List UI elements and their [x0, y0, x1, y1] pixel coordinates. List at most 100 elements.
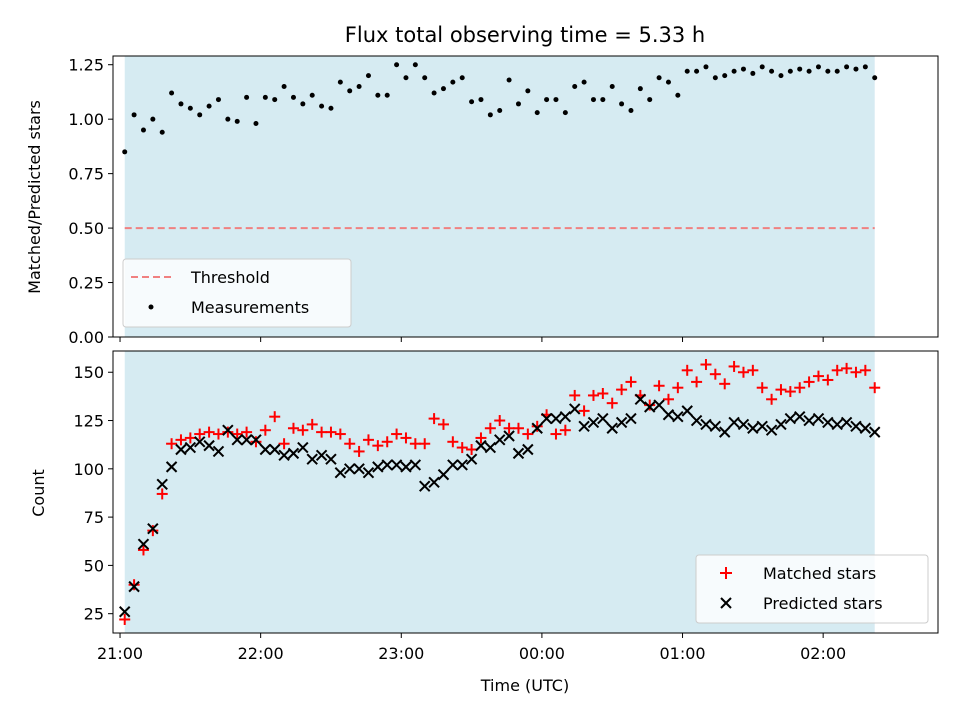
- predicted-star-point: [465, 453, 478, 465]
- measurement-point: [215, 97, 221, 103]
- matched-star-point: [466, 444, 478, 456]
- predicted-star-point: [794, 410, 806, 423]
- predicted-star-point: [390, 459, 403, 471]
- measurement-point: [787, 68, 793, 74]
- predicted-star-point: [447, 459, 459, 471]
- matched-star-point: [775, 384, 787, 396]
- matched-star-point: [381, 436, 393, 448]
- matched-star-point: [400, 432, 412, 444]
- top-y-axis-label: Matched/Predicted stars: [25, 100, 44, 294]
- measurement-point: [797, 66, 803, 72]
- measurement-point: [431, 90, 437, 96]
- predicted-star-point: [850, 420, 862, 433]
- x-tick-label: 02:00: [800, 644, 846, 663]
- predicted-star-point: [522, 443, 534, 456]
- predicted-star-point: [784, 412, 797, 425]
- matched-star-point: [662, 393, 674, 405]
- matched-star-point: [709, 368, 721, 380]
- matched-star-point: [503, 422, 515, 434]
- predicted-star-point: [325, 453, 337, 465]
- x-tick-label: 23:00: [378, 644, 424, 663]
- predicted-star-point: [728, 416, 740, 429]
- measurement-point: [159, 129, 165, 135]
- measurement-point: [225, 116, 231, 122]
- measurement-point: [469, 99, 475, 105]
- measurement-point: [562, 110, 568, 116]
- measurement-point: [150, 116, 156, 122]
- predicted-star-point: [128, 580, 140, 593]
- predicted-star-point: [681, 405, 693, 417]
- measurement-point: [384, 92, 390, 98]
- matched-star-point: [334, 428, 346, 440]
- measurement-point: [206, 103, 212, 109]
- matched-star-point: [766, 393, 778, 405]
- matched-star-point: [737, 366, 749, 378]
- measurement-point: [834, 68, 840, 74]
- matched-star-point: [325, 426, 337, 438]
- predicted-star-point: [587, 416, 600, 429]
- legend-threshold-label: Threshold: [190, 268, 270, 287]
- matched-star-point: [250, 436, 262, 448]
- predicted-star-point: [475, 439, 487, 452]
- matched-star-point: [859, 364, 871, 376]
- predicted-star-point: [362, 466, 375, 479]
- predicted-star-point: [175, 443, 187, 456]
- measurement-point: [253, 121, 259, 127]
- matched-star-point: [456, 442, 468, 454]
- matched-star-point: [794, 382, 806, 394]
- measurement-point: [590, 97, 596, 103]
- predicted-star-point: [372, 461, 384, 473]
- measurement-point: [506, 77, 512, 83]
- measurement-point: [815, 64, 821, 70]
- matched-star-point: [147, 525, 159, 537]
- matched-star-point: [166, 438, 178, 450]
- measurement-point: [712, 75, 718, 81]
- predicted-star-point: [250, 434, 262, 446]
- measurement-point: [281, 83, 287, 89]
- matched-star-point: [831, 364, 843, 376]
- measurement-point: [234, 118, 240, 124]
- measurement-point: [647, 97, 653, 103]
- x-tick-label: 00:00: [519, 644, 565, 663]
- matched-star-point: [494, 415, 506, 427]
- predicted-star-point: [531, 422, 543, 434]
- predicted-star-point: [419, 480, 431, 492]
- matched-star-point: [119, 613, 131, 625]
- bottom-y-tick-label: 50: [84, 556, 104, 575]
- measurement-point: [853, 66, 859, 72]
- measurement-point: [197, 112, 203, 118]
- predicted-star-point: [184, 441, 197, 454]
- predicted-star-point: [278, 449, 290, 462]
- matched-star-point: [212, 428, 224, 440]
- predicted-star-point: [869, 426, 881, 438]
- top-y-tick-label: 0.50: [68, 219, 104, 238]
- predicted-star-point: [644, 401, 656, 413]
- legend-measurements-swatch: [148, 304, 154, 310]
- predicted-star-point: [297, 441, 309, 454]
- matched-star-point: [362, 434, 374, 446]
- measurement-point: [337, 79, 343, 85]
- measurement-point: [825, 68, 831, 74]
- bottom-y-tick-label: 75: [84, 508, 104, 527]
- bottom-panel: 25 50 75 100 125 150 21:00 22:00 23:00 00:00 01:0…: [29, 350, 939, 695]
- predicted-star-point: [203, 439, 215, 452]
- measurement-point: [169, 90, 175, 96]
- measurement-point: [178, 101, 184, 107]
- matched-star-point: [531, 420, 543, 432]
- matched-star-point: [175, 434, 187, 446]
- measurement-point: [515, 101, 521, 107]
- bottom-y-tick-label: 100: [73, 460, 104, 479]
- predicted-star-point: [569, 403, 581, 415]
- matched-star-point: [747, 364, 759, 376]
- predicted-star-point: [662, 409, 675, 421]
- predicted-star-point: [165, 461, 178, 473]
- top-axes-frame: [112, 55, 939, 338]
- x-axis-label: Time (UTC): [480, 676, 569, 695]
- matched-star-point: [653, 380, 665, 392]
- matched-star-point: [822, 374, 834, 386]
- measurement-point: [525, 88, 531, 94]
- measurement-point: [572, 83, 578, 89]
- bottom-y-tick-label: 25: [84, 605, 104, 624]
- predicted-star-point: [353, 463, 365, 475]
- predicted-star-point: [231, 434, 243, 446]
